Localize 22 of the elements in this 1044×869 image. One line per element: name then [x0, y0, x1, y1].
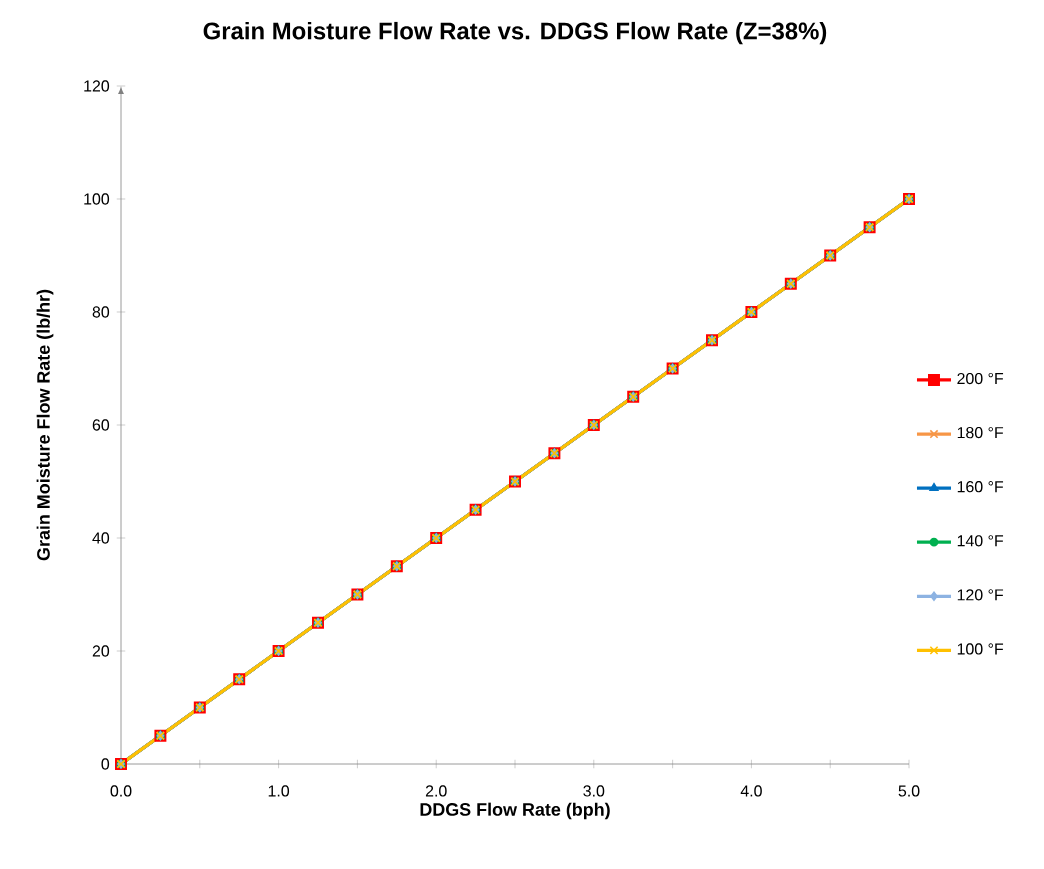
y-tick-label: 20 — [92, 645, 110, 657]
x-tick-label: 3.0 — [583, 785, 605, 797]
y-axis-title: Grain Moisture Flow Rate (lb/hr) — [36, 289, 54, 561]
legend-label: 180 °F — [957, 426, 1004, 439]
y-tick-label: 80 — [92, 306, 110, 318]
y-tick-label: 0 — [101, 758, 110, 770]
y-tick-label: 60 — [92, 419, 110, 431]
legend-label: 100 °F — [957, 643, 1004, 655]
y-tick-label: 100 — [84, 193, 110, 205]
x-tick-label: 5.0 — [898, 785, 920, 797]
y-tick-label: 120 — [84, 80, 110, 92]
x-tick-label: 2.0 — [425, 785, 447, 797]
legend-label: 120 °F — [957, 589, 1004, 601]
x-tick-label: 1.0 — [268, 785, 290, 797]
x-tick-label: 4.0 — [740, 785, 762, 797]
legend-label: 200 °F — [957, 372, 1004, 385]
x-axis-title: DDGS Flow Rate (bph) — [420, 802, 610, 820]
chart-title: Grain Moisture Flow Rate vs. DDGS Flow Rate (Z=38%) — [203, 21, 827, 45]
legend-label: 140 °F — [957, 535, 1004, 547]
legend-label: 160 °F — [957, 481, 1004, 493]
y-tick-label: 40 — [92, 532, 110, 544]
x-tick-label: 0.0 — [110, 785, 132, 797]
